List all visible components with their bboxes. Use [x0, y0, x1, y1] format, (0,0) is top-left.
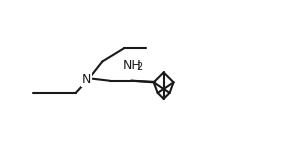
Text: N: N — [82, 73, 91, 86]
Text: 2: 2 — [136, 62, 142, 72]
Text: NH: NH — [123, 59, 142, 72]
